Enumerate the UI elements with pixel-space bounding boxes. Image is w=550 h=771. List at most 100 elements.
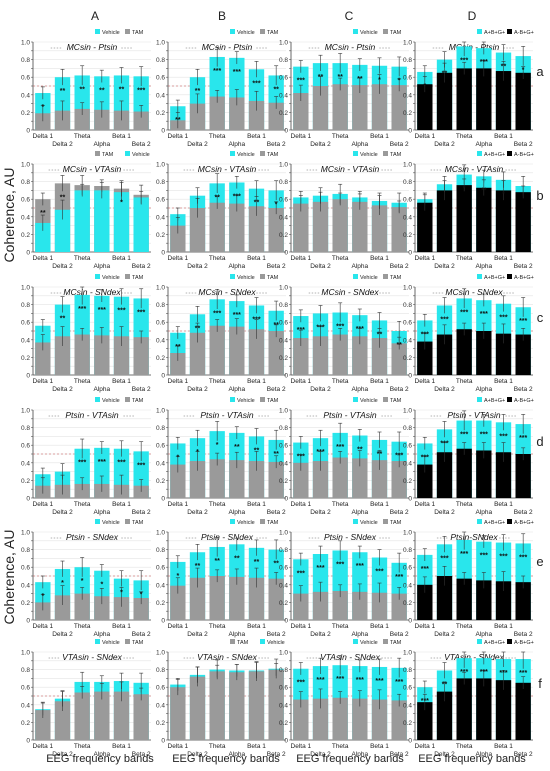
bar-A-B+G+ (476, 68, 492, 130)
panel-e-D: 0 0.2 0.4 0.6 0.8 1.0 A+B+G+ A-B+G+ Ptsin-SNdex *… (403, 519, 534, 638)
category-label: Alpha (476, 751, 493, 758)
legend-label: Vehicle (360, 398, 378, 404)
bar-TAM (312, 86, 329, 130)
panel-title: VTAsin - SNdex (62, 652, 123, 662)
bar-A-B+G+ (456, 448, 472, 498)
legend-swatch (507, 397, 512, 402)
y-tick-label: 0.4 (21, 582, 30, 589)
significance-label: *** (395, 679, 403, 686)
bar-A-B+G+ (436, 576, 453, 620)
bar-TAM (189, 577, 206, 620)
category-label: Beta 1 (112, 623, 131, 630)
bar-TAM (94, 596, 110, 620)
legend-label: Vehicle (237, 152, 255, 158)
legend-swatch (260, 639, 265, 644)
legend-label: Vehicle (237, 30, 255, 36)
significance-label: *** (137, 309, 145, 316)
panel-title: MCsin - VTAsin (321, 164, 380, 174)
legend-label: A+B+G+ (484, 152, 505, 158)
significance-label: ** (501, 64, 507, 71)
legend-swatch (383, 397, 388, 402)
bar-TAM (293, 593, 309, 620)
bar-TAM (35, 342, 51, 375)
y-axis-label-1: Coherence, AU (1, 168, 17, 263)
panel-title: MCsin - SNdex (198, 287, 256, 297)
significance-label: *** (252, 316, 260, 323)
category-label: Beta 2 (132, 751, 151, 758)
y-tick-label: 0.2 (156, 110, 165, 117)
category-label: Delta 1 (33, 501, 54, 508)
significance-label: *** (316, 565, 324, 572)
significance-label: * (275, 201, 278, 208)
category-label: Beta 2 (132, 509, 151, 516)
bar-A-B+G+ (515, 192, 531, 252)
bar-A-B+G+ (436, 190, 453, 252)
legend-label: TAM (267, 152, 279, 158)
panel-d-C: 0 0.2 0.4 0.6 0.8 1.0 Vehicle TAM Ptsin - VTAsin… (279, 397, 409, 516)
y-tick-label: 0.8 (156, 667, 165, 674)
significance-label: *** (519, 670, 527, 677)
panel-b-A: 0 0.2 0.4 0.6 0.8 1.0 TAM Vehicle MCsin - VTAsin… (21, 151, 151, 270)
legend-label: Vehicle (360, 152, 378, 158)
bar-TAM (35, 113, 51, 130)
category-label: Delta 2 (310, 386, 331, 393)
significance-label: *** (460, 309, 468, 316)
category-label: Beta 1 (494, 743, 513, 750)
category-label: Alpha (229, 141, 246, 148)
bar-A-B+G+ (436, 691, 453, 740)
significance-label: *** (356, 326, 364, 333)
y-tick-label: 0.4 (156, 214, 165, 221)
category-label: Beta 1 (494, 501, 513, 508)
y-tick-label: 0.4 (156, 582, 165, 589)
category-label: Beta 1 (494, 133, 513, 140)
panel-b-D: 0 0.2 0.4 0.6 0.8 1.0 A+B+G+ A-B+G+ MCsin - VTAs… (403, 151, 534, 270)
column-letter-C: C (345, 9, 354, 23)
category-label: Delta 2 (187, 751, 208, 758)
legend-swatch (230, 274, 235, 279)
significance-label: *** (421, 331, 429, 338)
significance-label: *** (316, 677, 324, 684)
legend-label: Vehicle (237, 275, 255, 281)
y-tick-label: 0 (161, 250, 165, 257)
y-tick-label: 0.2 (156, 232, 165, 239)
bar-TAM (113, 691, 130, 740)
category-label: Beta 2 (514, 509, 533, 516)
category-label: Delta 2 (434, 509, 455, 516)
category-label: Delta 1 (415, 378, 436, 385)
category-label: Delta 2 (52, 751, 73, 758)
y-tick-label: 0 (284, 618, 288, 625)
category-label: Theta (332, 133, 349, 140)
legend-swatch (477, 519, 482, 524)
bar-TAM (229, 672, 245, 740)
y-tick-label: 0 (284, 373, 288, 380)
category-label: Beta 2 (514, 631, 533, 638)
y-tick-label: 0.2 (156, 478, 165, 485)
bar-A-B+G+ (495, 581, 512, 620)
row-letter-f: f (538, 676, 542, 691)
bar-A-B+G+ (456, 185, 472, 252)
bar-TAM (133, 598, 149, 620)
category-label: Alpha (476, 386, 493, 393)
y-tick-label: 1.0 (156, 530, 165, 537)
category-label: Theta (74, 743, 91, 750)
significance-label: *** (297, 680, 305, 687)
significance-label: ** (175, 117, 181, 124)
category-label: Delta 2 (187, 509, 208, 516)
category-label: Alpha (352, 509, 369, 516)
y-tick-label: 1.0 (21, 162, 30, 169)
y-tick-label: 0.6 (279, 320, 288, 327)
category-label: Delta 2 (434, 263, 455, 270)
significance-label: *** (395, 453, 403, 460)
legend-label: Vehicle (360, 275, 378, 281)
y-tick-label: 0.6 (21, 685, 30, 692)
bar-A-B+G+ (456, 68, 472, 130)
category-label: Delta 1 (291, 255, 312, 262)
category-label: Beta 2 (267, 263, 286, 270)
legend-label: TAM (390, 398, 402, 404)
significance-label: *** (233, 69, 241, 76)
panel-title: MCsin - Ptsin (67, 42, 118, 52)
legend-swatch (353, 274, 358, 279)
y-tick-label: 1.0 (156, 650, 165, 657)
legend-swatch (507, 29, 512, 34)
